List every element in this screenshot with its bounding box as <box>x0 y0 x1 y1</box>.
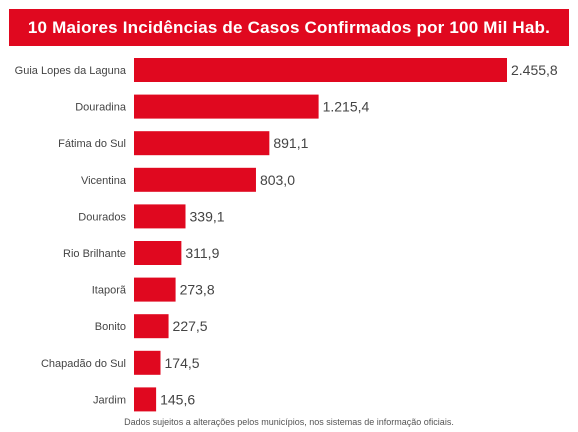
category-label: Douradina <box>75 102 127 114</box>
value-label: 145,6 <box>160 391 195 407</box>
bar <box>134 350 161 375</box>
bar <box>134 94 319 119</box>
category-label: Vicentina <box>81 175 127 187</box>
category-label: Chapadão do Sul <box>41 358 126 370</box>
value-label: 1.215,4 <box>323 99 370 115</box>
category-label: Itaporã <box>92 285 127 297</box>
value-label: 174,5 <box>165 355 200 371</box>
bar <box>134 58 507 82</box>
bar <box>134 131 270 156</box>
category-label: Bonito <box>95 321 126 333</box>
value-label: 273,8 <box>180 282 215 298</box>
category-label: Fátima do Sul <box>58 138 126 150</box>
value-label: 227,5 <box>173 318 208 334</box>
category-label: Dourados <box>78 211 126 223</box>
category-label: Jardim <box>93 394 126 406</box>
category-label: Rio Brilhante <box>63 248 126 260</box>
value-label: 311,9 <box>185 245 219 261</box>
bar <box>134 167 256 192</box>
value-label: 891,1 <box>273 135 308 151</box>
bar <box>134 314 169 339</box>
bar <box>134 277 176 302</box>
bar <box>134 204 186 229</box>
category-label: Guia Lopes da Laguna <box>15 65 127 77</box>
bar <box>134 387 157 412</box>
value-label: 339,1 <box>190 208 225 224</box>
chart-title: 10 Maiores Incidências de Casos Confirma… <box>9 9 569 46</box>
footnote: Dados sujeitos a alterações pelos municí… <box>124 417 454 427</box>
bar <box>134 241 182 265</box>
value-label: 2.455,8 <box>511 62 558 78</box>
value-label: 803,0 <box>260 172 295 188</box>
